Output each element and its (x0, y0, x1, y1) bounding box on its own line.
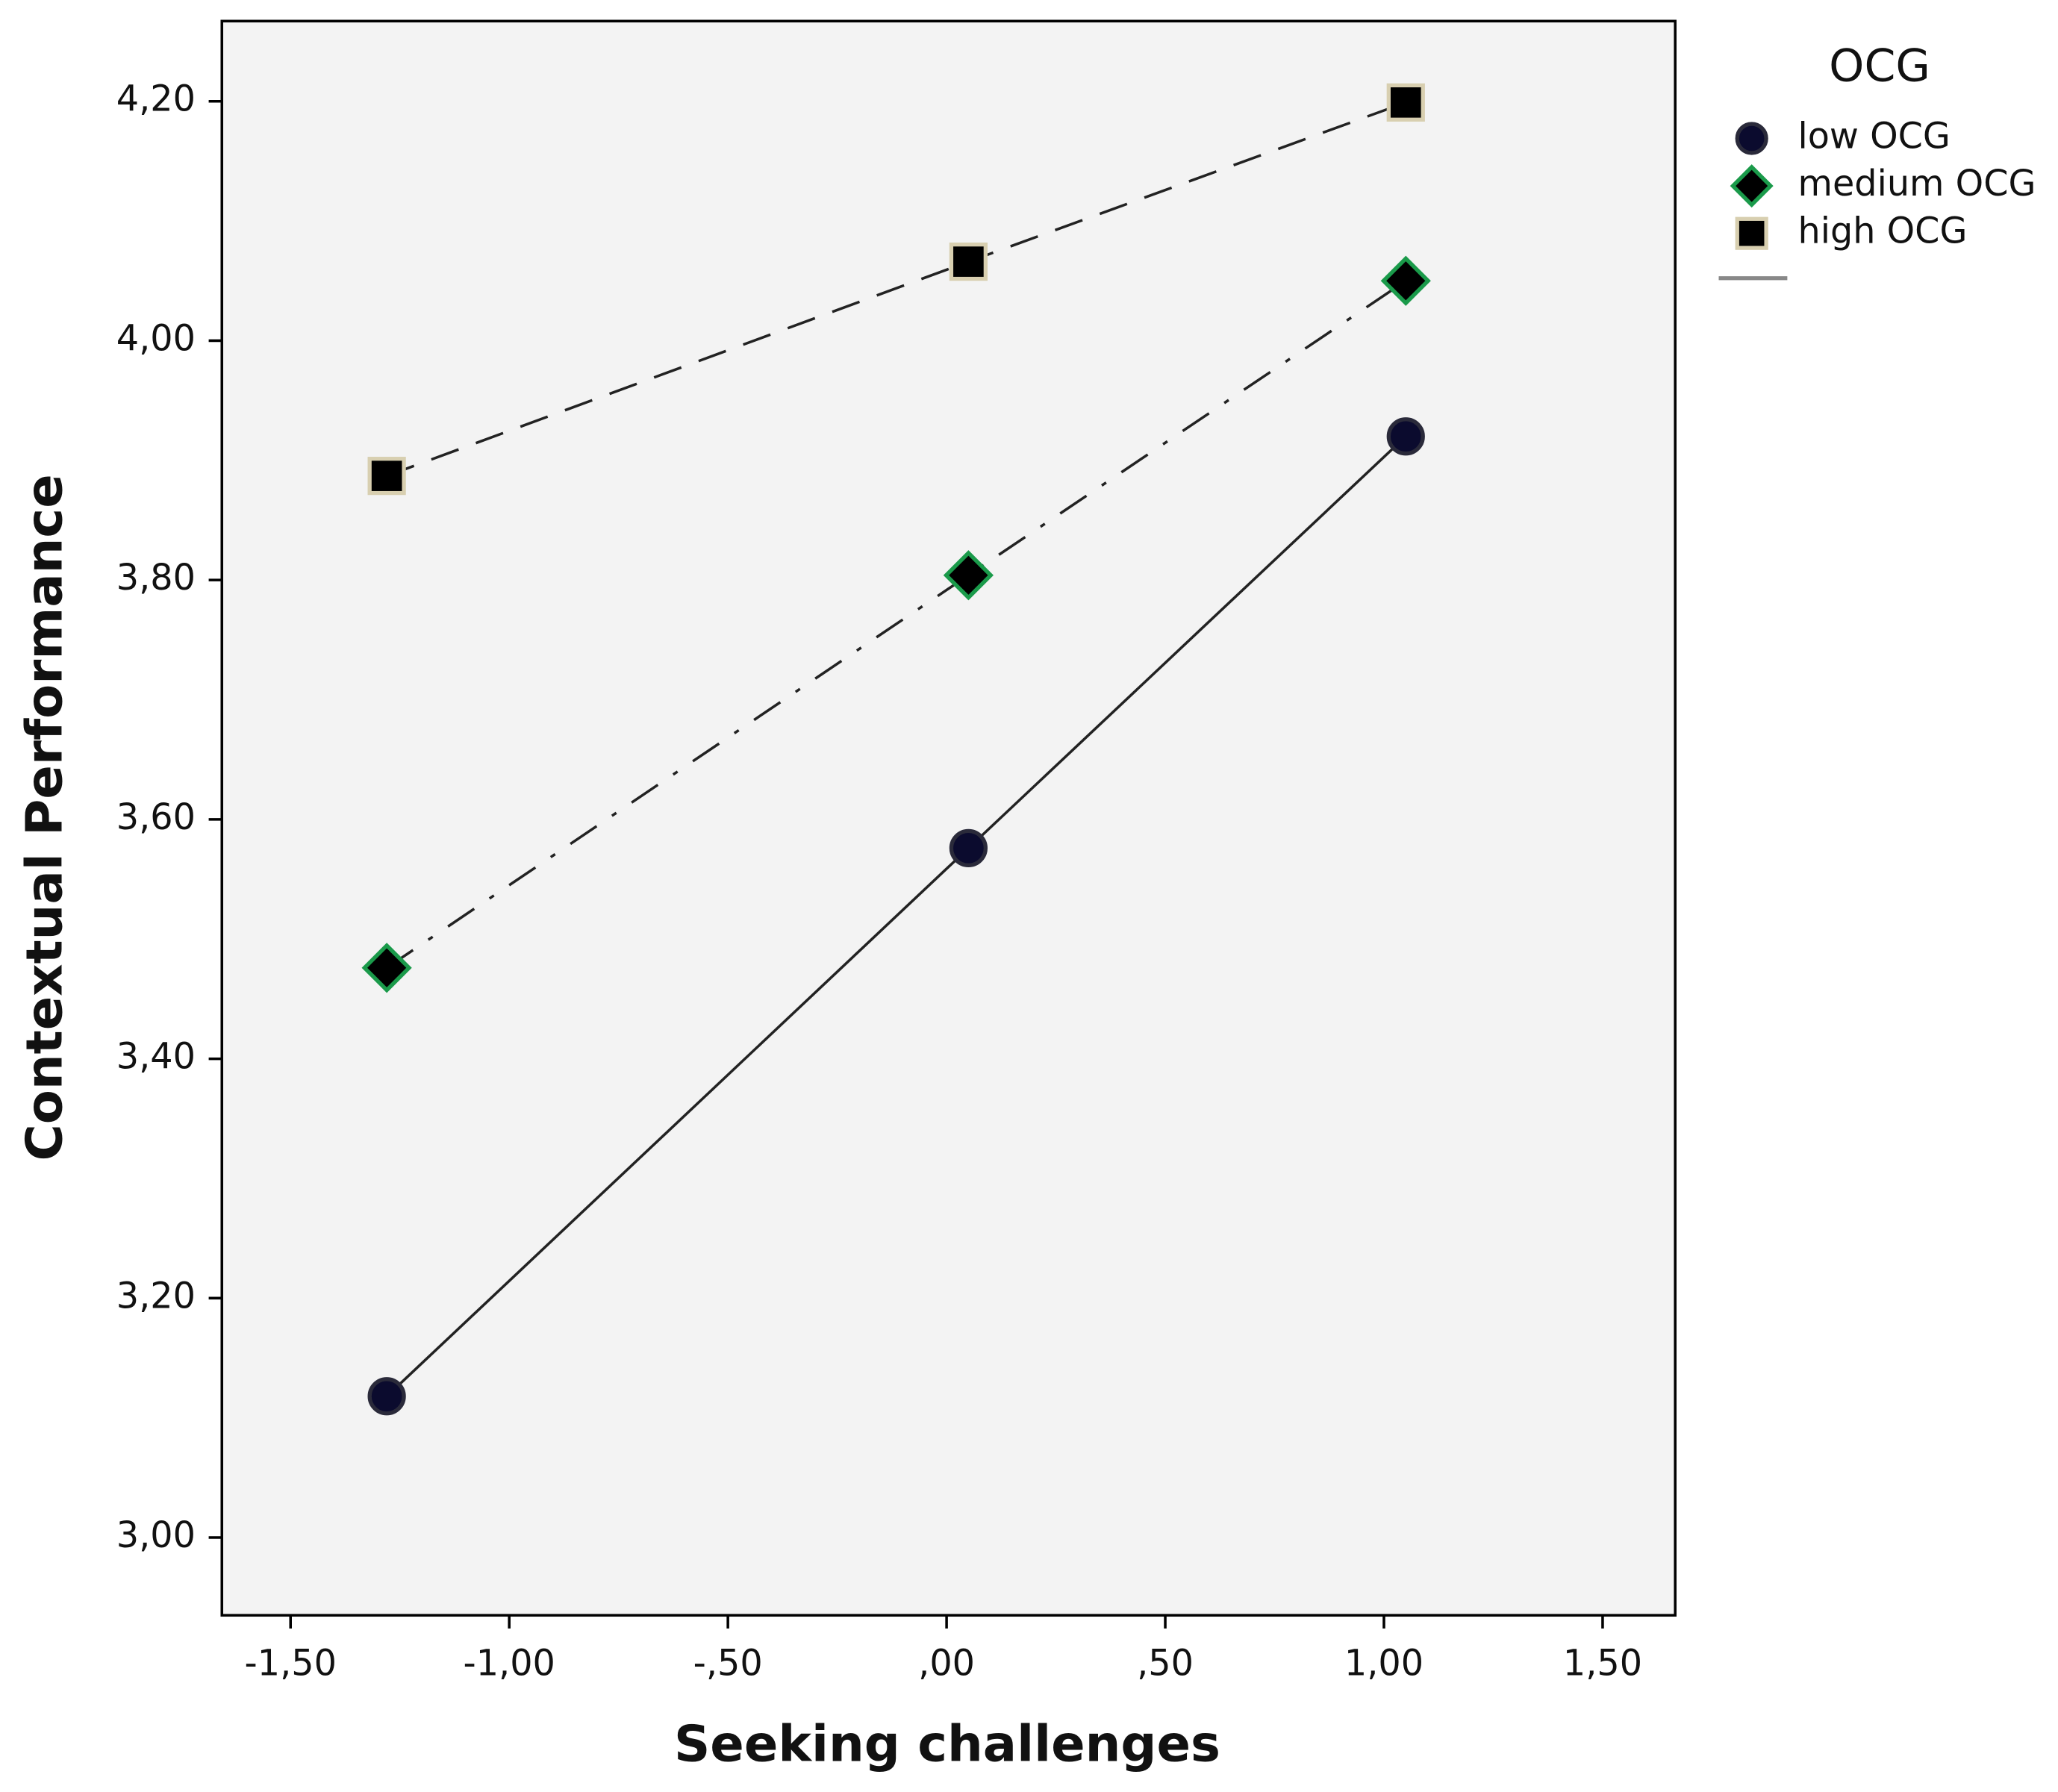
x-tick-label: 1,50 (1563, 1643, 1642, 1684)
x-tick-label: 1,00 (1344, 1643, 1424, 1684)
x-tick-label: -1,50 (245, 1643, 337, 1684)
marker (943, 550, 994, 601)
legend-label: medium OCG (1798, 163, 2036, 205)
legend-marker (1730, 164, 1774, 208)
y-tick-label: 3,80 (116, 558, 196, 599)
marker (1386, 83, 1425, 122)
plot-area (220, 19, 1677, 1617)
marker (1386, 417, 1425, 456)
y-tick-label: 3,20 (116, 1276, 196, 1317)
marker (367, 1377, 406, 1416)
x-tick-label: -1,00 (463, 1643, 555, 1684)
marker (1380, 255, 1431, 306)
marker (361, 943, 412, 993)
legend-marker (1735, 122, 1768, 155)
legend-label: high OCG (1798, 211, 1968, 252)
series-line (386, 279, 1407, 970)
y-axis-title: Contextual Performance (16, 474, 74, 1161)
y-tick-label: 3,60 (116, 797, 196, 838)
marker (949, 242, 988, 281)
legend-marker (1735, 216, 1768, 250)
x-tick-label: ,50 (1137, 1643, 1194, 1684)
x-tick-label: ,00 (918, 1643, 975, 1684)
x-axis-title: Seeking challenges (674, 1714, 1220, 1773)
y-tick-label: 4,00 (116, 318, 196, 359)
legend-label: low OCG (1798, 116, 1951, 157)
y-tick-label: 4,20 (116, 79, 196, 120)
y-tick-label: 3,00 (116, 1515, 196, 1556)
legend-title: OCG (1829, 40, 1930, 92)
y-tick-label: 3,40 (116, 1037, 196, 1078)
marker (367, 457, 406, 496)
x-tick-label: -,50 (693, 1643, 763, 1684)
marker (949, 828, 988, 867)
